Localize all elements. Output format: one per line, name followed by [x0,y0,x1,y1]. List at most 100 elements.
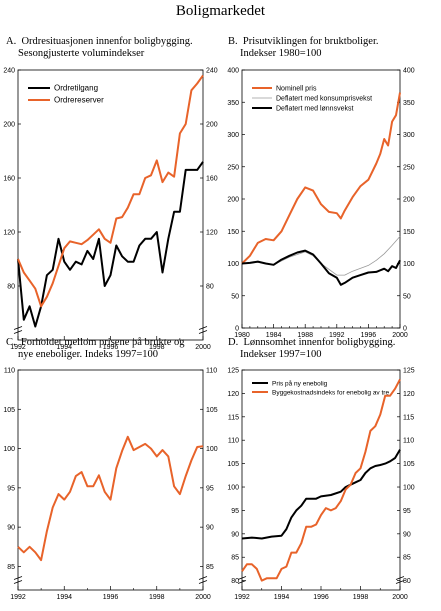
x-tick-label: 1994 [56,594,72,601]
legend-label: Deflatert med konsumprisvekst [276,96,372,103]
y-tick-label-right: 95 [403,508,411,515]
panel-b-title: B. Prisutviklingen for bruktboliger. Ind… [228,36,379,60]
axis-break-mark [237,580,247,584]
x-tick-label: 1996 [103,344,119,351]
series-line-2 [241,236,401,276]
legend-label: Ordretilgang [54,84,98,93]
panel-a-title-line-2: Sesongjusterte volumindekser [18,48,145,59]
y-tick-label-left: 0 [235,326,239,333]
y-tick-label-right: 240 [206,68,218,75]
chart-b: 0 0 50 50 100 100 150 150 200 200 250 250 300 300 350 3… [227,68,414,340]
y-tick-label-left: 300 [227,132,239,139]
x-tick-label: 1992 [10,594,26,601]
y-tick-label-right: 80 [403,578,411,585]
panel-c-title-line-1: Forholdet mellom prisene på brukte og [20,337,185,348]
series-line-2 [241,378,401,582]
x-tick-label: 1996 [313,594,329,601]
axis-break-mark [395,580,405,584]
y-tick-label-left: 125 [227,368,239,375]
y-tick-label-right: 100 [206,446,218,453]
x-tick-label: 1998 [149,594,165,601]
axis-break-mark [198,580,208,584]
y-tick-label-left: 200 [227,197,239,204]
x-tick-label: 1980 [234,332,250,339]
axis-break-mark [13,576,23,580]
axis-break-mark [198,330,208,334]
y-tick-label-right: 90 [403,531,411,538]
y-tick-label-left: 90 [231,531,239,538]
x-tick-label: 1998 [149,344,165,351]
y-tick-label-right: 85 [206,564,214,571]
y-tick-label-right: 200 [206,122,218,129]
y-tick-label-right: 85 [403,555,411,562]
y-tick-label-left: 250 [227,164,239,171]
panel-d-letter: D. [228,337,239,348]
panel-c-letter: C. [6,337,16,348]
axis-break-mark [198,576,208,580]
y-tick-label-right: 150 [403,229,415,236]
y-tick-label-left: 160 [3,176,15,183]
y-tick-label-left: 100 [3,446,15,453]
y-tick-label-right: 160 [206,176,218,183]
x-tick-label: 1992 [10,344,26,351]
y-tick-label-right: 50 [403,293,411,300]
y-tick-label-left: 105 [3,407,15,414]
y-tick-label-left: 110 [228,438,239,445]
y-tick-label-right: 105 [403,461,415,468]
axis-break-mark [13,326,23,330]
x-tick-label: 1994 [56,344,72,351]
y-tick-label-left: 100 [227,485,239,492]
y-tick-label-left: 80 [7,284,15,291]
chart-a: 80 80 120 120 160 160 200 200 240 240 1992 1994 1996… [3,68,217,352]
panel-d-title-line-1: Lønnsomhet innenfor boligbygging. [243,337,396,348]
series-line-1 [17,435,204,562]
y-tick-label-left: 90 [7,525,15,532]
panel-c-title-line-2: nye eneboliger. Indeks 1997=100 [18,349,159,360]
y-tick-label-right: 125 [403,368,415,375]
y-tick-label-right: 400 [403,68,415,75]
y-tick-label-right: 80 [206,284,214,291]
chart-c: 85 85 90 90 95 95 100 100 105 105 110 110 1992 1994 19… [3,368,217,602]
series-line-2 [17,74,204,308]
panel-a-title: A. Ordresituasjonen innenfor boligbyggin… [6,36,193,60]
x-tick-label: 1992 [329,332,345,339]
y-tick-label-right: 115 [403,414,414,421]
y-tick-label-right: 105 [206,407,218,414]
panel-a-title-line-1: Ordresituasjonen innenfor boligbygging. [21,36,193,47]
series-line-1 [241,92,401,265]
y-tick-label-left: 150 [227,229,239,236]
y-tick-label-left: 200 [3,122,15,129]
x-tick-label: 1992 [234,594,250,601]
y-tick-label-right: 110 [206,368,217,375]
x-tick-label: 2000 [392,594,408,601]
panel-c-title: C. Forholdet mellom prisene på brukte og… [6,337,184,361]
y-tick-label-left: 115 [228,414,239,421]
x-tick-label: 1994 [274,594,290,601]
legend-label: Deflatert med lønnsvekst [276,106,353,113]
plot-frame [241,369,401,591]
axis-break-mark [395,576,405,580]
y-tick-label-left: 95 [231,508,239,515]
series-line-1 [241,449,401,540]
y-tick-label-left: 85 [7,564,15,571]
y-tick-label-left: 400 [227,68,239,75]
y-tick-label-right: 95 [206,485,214,492]
x-tick-label: 2000 [195,594,211,601]
y-tick-label-right: 110 [403,438,414,445]
y-tick-label-left: 100 [227,261,239,268]
y-tick-label-left: 85 [231,555,239,562]
chart-d: 80 80 85 85 90 90 95 95 100 100 105 105 110 110 115 115… [227,368,414,602]
y-tick-label-right: 350 [403,100,415,107]
axis-break-mark [198,326,208,330]
series-line-1 [17,161,204,328]
y-tick-label-left: 240 [3,68,15,75]
y-tick-label-left: 120 [227,391,239,398]
y-tick-label-right: 90 [206,525,214,532]
y-tick-label-right: 200 [403,197,415,204]
y-tick-label-left: 110 [4,368,15,375]
y-tick-label-right: 100 [403,485,415,492]
panel-b-title-line-2: Indekser 1980=100 [240,48,322,59]
page-title: Boligmarkedet [175,3,266,19]
panel-b-title-line-1: Prisutviklingen for bruktboliger. [242,36,379,47]
panel-d-title: D. Lønnsomhet innenfor boligbygging. Ind… [228,337,395,361]
